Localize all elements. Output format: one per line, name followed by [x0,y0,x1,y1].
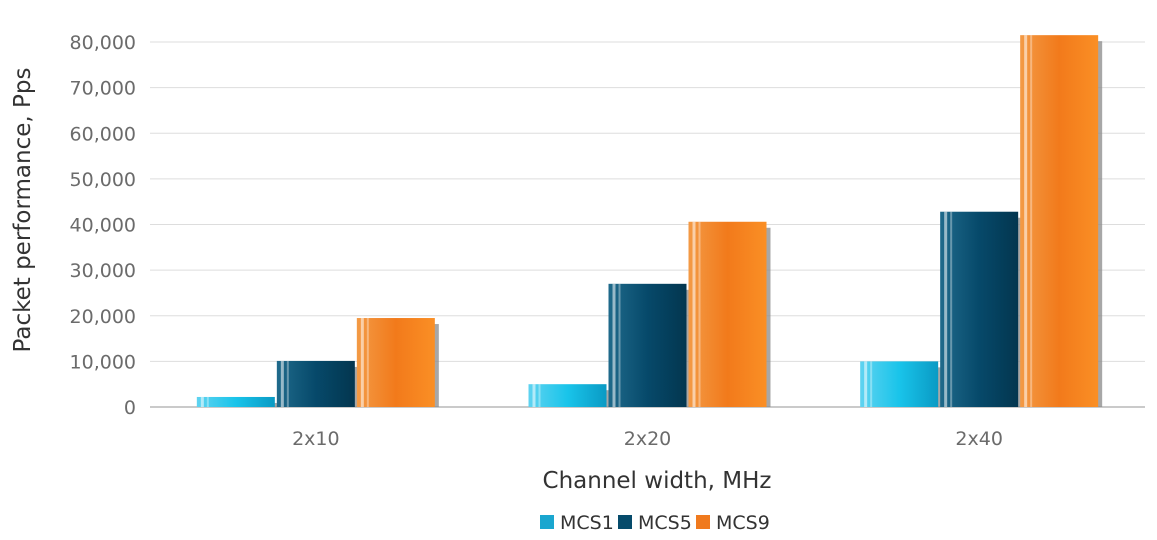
legend-swatch-mcs1 [540,515,554,529]
bar-highlight [1030,35,1033,407]
bar-mcs9-2x20 [688,221,767,407]
x-tick-label: 2x10 [292,428,340,450]
legend-label-mcs5: MCS5 [638,512,692,534]
legend-swatch-mcs5 [618,515,632,529]
bar-highlight [360,318,364,407]
y-tick-label: 60,000 [70,123,136,145]
y-tick-label: 10,000 [70,351,136,373]
bar-highlight [538,384,541,407]
bar-highlight [532,384,536,407]
y-axis-title: Packet performance, Pps [10,68,36,353]
bar-highlight [206,396,209,407]
bar-highlight [692,221,696,407]
bar-mcs1-2x40 [860,361,939,407]
legend-label-mcs1: MCS1 [560,512,614,534]
bar-mcs9-2x40 [1020,35,1099,407]
y-tick-label: 50,000 [70,169,136,191]
bar-highlight [200,396,204,407]
legend-swatch-mcs9 [696,515,710,529]
bar-highlight [1024,35,1028,407]
bar-mcs5-2x40 [940,211,1019,407]
x-tick-label: 2x20 [624,428,672,450]
bar-mcs5-2x20 [608,283,687,407]
bar-highlight [366,318,369,407]
bar-mcs5-2x10 [276,360,355,407]
y-tick-label: 30,000 [70,260,136,282]
bar-highlight [280,360,284,407]
y-tick-label: 80,000 [70,32,136,54]
x-axis-ticks: 2x10 2x20 2x40 [292,428,1003,450]
bar-highlight [618,283,621,407]
bar-mcs1-2x20 [528,384,607,407]
x-tick-label: 2x40 [955,428,1003,450]
bar-mcs9-2x10 [356,318,435,407]
y-tick-label: 40,000 [70,215,136,237]
y-tick-label: 20,000 [70,306,136,328]
bar-highlight [698,221,701,407]
legend: MCS1 MCS5 MCS9 [540,512,770,534]
y-tick-label: 70,000 [70,78,136,100]
bar-highlight [864,361,868,407]
x-axis-title: Channel width, MHz [543,468,772,494]
bar-highlight [286,360,289,407]
y-tick-label: 0 [124,397,136,419]
bar-highlight [950,211,953,407]
y-axis-ticks: 0 10,000 20,000 30,000 40,000 50,000 60,000 70,… [70,32,136,419]
bars [196,35,1103,407]
bar-highlight [944,211,948,407]
legend-label-mcs9: MCS9 [716,512,770,534]
bar-highlight [612,283,616,407]
bar-mcs1-2x10 [196,396,275,407]
bar-highlight [870,361,873,407]
